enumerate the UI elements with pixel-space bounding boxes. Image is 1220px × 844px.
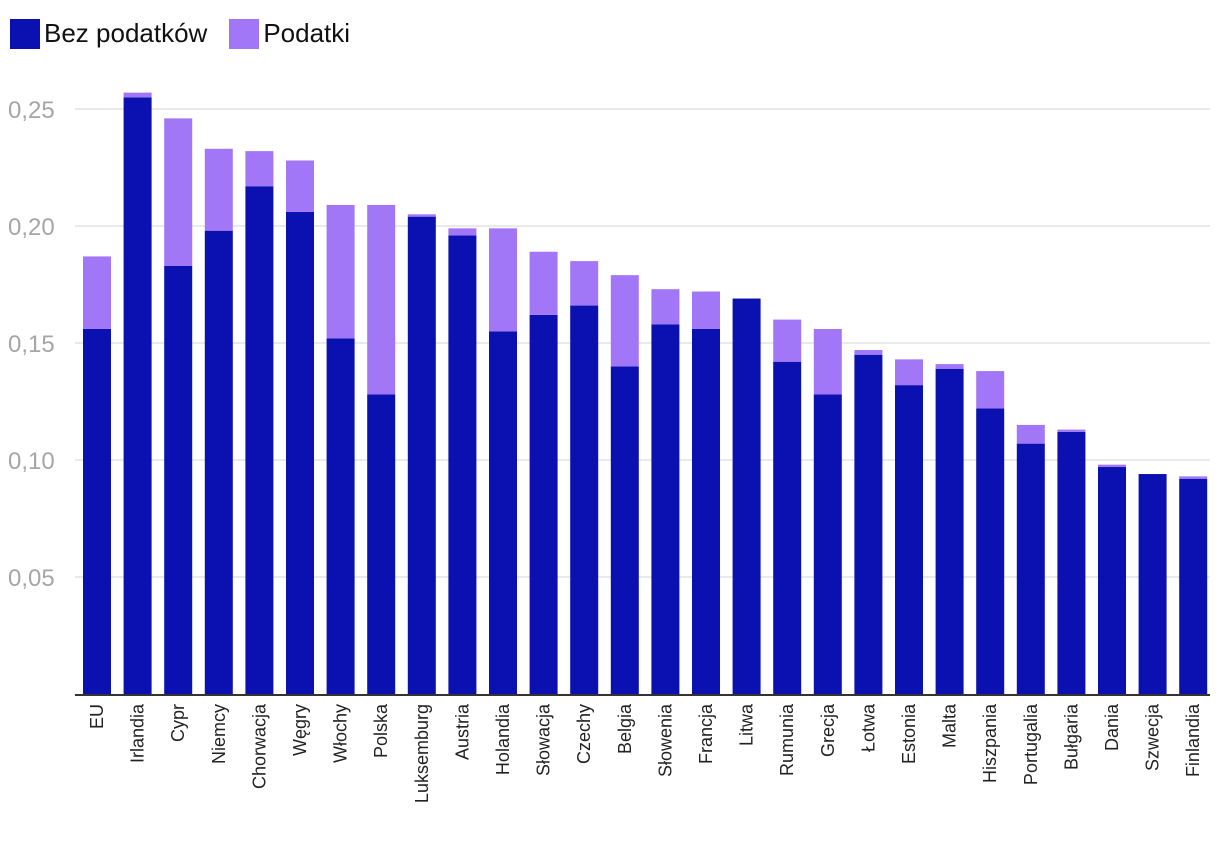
x-tick-label-holandia: Holandia: [493, 703, 513, 775]
bar-tax-wegry[interactable]: [286, 160, 314, 212]
bar-tax-finlandia[interactable]: [1179, 476, 1208, 479]
bar-base-holandia[interactable]: [489, 331, 517, 694]
legend-swatch-bez-podatkow: [10, 18, 40, 49]
x-tick-label-szwecja: Szwecja: [1143, 703, 1163, 771]
bar-base-luksemburg[interactable]: [407, 216, 436, 694]
bar-tax-lotwa[interactable]: [854, 350, 883, 355]
bar-tax-wlochy[interactable]: [326, 204, 355, 339]
y-axis-tick-labels: 0,05 0,10 0,15 0,20 0,25: [8, 97, 55, 592]
y-tick-label-4: 0,25: [8, 97, 55, 124]
bar-tax-grecja[interactable]: [813, 328, 842, 395]
bar-base-slowenia[interactable]: [651, 324, 680, 694]
legend-item-bez-podatkow[interactable]: Bez podatków: [10, 18, 207, 49]
bar-tax-holandia[interactable]: [489, 228, 517, 332]
bar-tax-irlandia[interactable]: [123, 92, 152, 98]
x-tick-label-grecja: Grecja: [818, 703, 838, 757]
legend-label-bez-podatkow: Bez podatków: [44, 18, 208, 48]
bar-base-dania[interactable]: [1098, 467, 1126, 694]
bar-tax-portugalia[interactable]: [1016, 424, 1045, 444]
x-tick-label-portugalia: Portugalia: [1021, 703, 1041, 785]
x-tick-label-litwa: Litwa: [737, 703, 757, 746]
x-tick-label-wegry: Węgry: [290, 704, 310, 756]
y-tick-label-3: 0,20: [8, 214, 55, 241]
x-tick-label-czechy: Czechy: [574, 704, 594, 764]
x-tick-label-irlandia: Irlandia: [128, 703, 148, 763]
bar-base-finlandia[interactable]: [1179, 478, 1208, 694]
x-tick-label-polska: Polska: [371, 703, 391, 758]
bar-base-lotwa[interactable]: [854, 354, 883, 694]
x-tick-label-slowacja: Słowacja: [534, 703, 554, 776]
y-tick-label-1: 0,10: [8, 448, 55, 475]
x-tick-label-slowenia: Słowenia: [655, 703, 675, 777]
y-tick-label-0: 0,05: [8, 565, 55, 592]
bar-tax-niemcy[interactable]: [204, 148, 233, 231]
bar-base-austria[interactable]: [448, 235, 477, 695]
legend-item-podatki[interactable]: Podatki: [229, 18, 350, 49]
bar-base-chorwacja[interactable]: [245, 186, 274, 694]
x-tick-label-belgia: Belgia: [615, 703, 635, 754]
bar-base-irlandia[interactable]: [123, 97, 152, 695]
bar-tax-francja[interactable]: [692, 291, 720, 329]
bar-tax-estonia[interactable]: [895, 359, 923, 386]
x-tick-label-malta: Malta: [940, 703, 960, 748]
legend-label-podatki: Podatki: [263, 18, 351, 48]
bar-base-polska[interactable]: [367, 394, 396, 694]
bar-base-szwecja[interactable]: [1138, 474, 1167, 694]
bar-base-litwa[interactable]: [732, 298, 761, 694]
legend-swatch-podatki: [229, 18, 260, 49]
bar-base-belgia[interactable]: [610, 366, 639, 694]
bar-base-wlochy[interactable]: [326, 338, 355, 694]
x-axis-category-labels: EU Irlandia Cypr Niemcy Chorwacja Węgry Włochy…: [87, 703, 1203, 803]
bar-tax-polska[interactable]: [367, 204, 396, 395]
x-tick-label-austria: Austria: [452, 703, 472, 760]
bar-base-estonia[interactable]: [895, 385, 923, 694]
bar-tax-slowacja[interactable]: [529, 251, 558, 315]
bar-base-malta[interactable]: [935, 368, 964, 694]
bar-tax-rumunia[interactable]: [773, 319, 802, 362]
bar-tax-luksemburg[interactable]: [407, 214, 436, 217]
bar-base-eu[interactable]: [83, 328, 111, 694]
bar-base-bulgaria[interactable]: [1057, 431, 1086, 694]
legend: Bez podatków Podatki: [10, 18, 372, 49]
y-tick-label-2: 0,15: [8, 331, 55, 358]
bar-base-slowacja[interactable]: [529, 314, 558, 694]
bar-base-portugalia[interactable]: [1016, 443, 1045, 694]
bars: [83, 92, 1208, 695]
bar-tax-belgia[interactable]: [610, 275, 639, 367]
x-tick-label-estonia: Estonia: [899, 703, 919, 764]
bar-tax-malta[interactable]: [935, 364, 964, 369]
x-tick-label-francja: Francja: [696, 703, 716, 764]
bar-tax-cypr[interactable]: [164, 118, 193, 266]
x-tick-label-rumunia: Rumunia: [777, 703, 797, 776]
x-tick-label-lotwa: Łotwa: [858, 703, 878, 752]
bar-base-czechy[interactable]: [570, 305, 599, 694]
x-tick-label-finlandia: Finlandia: [1183, 703, 1203, 777]
x-tick-label-cypr: Cypr: [168, 704, 188, 742]
bar-base-rumunia[interactable]: [773, 361, 802, 694]
x-tick-label-eu: EU: [87, 704, 107, 729]
x-tick-label-hiszpania: Hiszpania: [980, 703, 1000, 783]
bar-base-niemcy[interactable]: [204, 230, 233, 694]
bar-base-hiszpania[interactable]: [976, 408, 1005, 694]
bar-tax-austria[interactable]: [448, 228, 477, 236]
bar-tax-bulgaria[interactable]: [1057, 429, 1086, 432]
x-tick-label-niemcy: Niemcy: [209, 704, 229, 764]
bar-tax-slowenia[interactable]: [651, 289, 680, 325]
x-tick-label-bulgaria: Bułgaria: [1061, 703, 1081, 770]
bar-tax-dania[interactable]: [1098, 464, 1126, 468]
bar-base-wegry[interactable]: [286, 211, 314, 694]
bar-tax-chorwacja[interactable]: [245, 151, 274, 187]
x-tick-label-luksemburg: Luksemburg: [412, 704, 432, 803]
x-tick-label-wlochy: Włochy: [331, 704, 351, 763]
bar-base-cypr[interactable]: [164, 265, 193, 694]
bar-base-grecja[interactable]: [813, 394, 842, 694]
x-tick-label-dania: Dania: [1102, 703, 1122, 751]
bar-tax-czechy[interactable]: [570, 261, 599, 306]
bar-tax-eu[interactable]: [83, 256, 111, 329]
x-tick-label-chorwacja: Chorwacja: [249, 703, 269, 789]
bar-base-francja[interactable]: [692, 328, 720, 694]
bar-tax-hiszpania[interactable]: [976, 371, 1005, 409]
